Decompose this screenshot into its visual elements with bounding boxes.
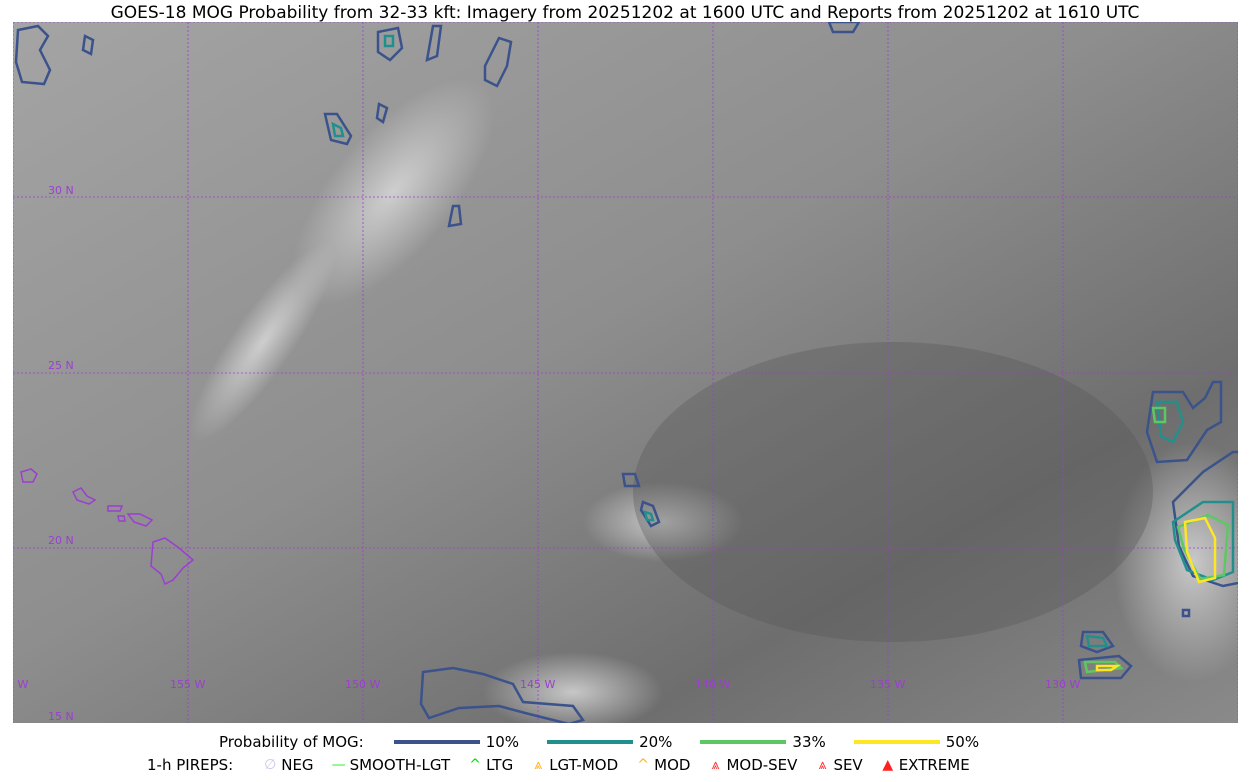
longitude-label: 155 W — [170, 678, 205, 691]
latitude-label: 15 N — [48, 710, 74, 723]
cloud-band — [583, 482, 743, 562]
pirep-legend-item: ∅ NEG — [259, 756, 313, 774]
contour-swatch-icon — [853, 740, 940, 744]
mog-legend-item-label: 50% — [945, 733, 980, 751]
longitude-label: 150 W — [345, 678, 380, 691]
extreme-triangle-icon: ▲ — [882, 757, 894, 773]
longitude-label: 60 W — [13, 678, 28, 691]
mod-caret-icon: ^ — [637, 757, 649, 773]
grid-labels: 30 N 25 N 20 N 15 N 60 W 155 W 150 W 145 W 140 W… — [13, 184, 1080, 723]
chart-title: GOES-18 MOG Probability from 32-33 kft: … — [110, 3, 1140, 23]
caret-icon: ^ — [469, 757, 481, 773]
mog-contours — [14, 22, 1238, 723]
neg-circle-icon: ∅ — [264, 757, 277, 773]
pirep-legend-item-label: EXTREME — [898, 756, 970, 774]
gridlines — [13, 22, 1238, 723]
mog-legend-item: 20% — [547, 733, 672, 751]
mod-sev-icon: ⩓ — [711, 757, 720, 773]
hawaii-coastline — [20, 468, 195, 586]
contour-swatch-icon — [547, 740, 634, 744]
latitude-label: 25 N — [48, 359, 74, 372]
pirep-legend-item-label: MOD — [654, 756, 691, 774]
mog-legend: Probability of MOG: 10% 20% 33% 50% — [0, 733, 1250, 751]
contour-swatch-icon — [700, 740, 787, 744]
cloud-band — [189, 242, 337, 442]
mog-legend-item: 33% — [700, 733, 826, 751]
imagery-background — [13, 22, 1238, 723]
longitude-label: 145 W — [520, 678, 555, 691]
smooth-line-icon: — — [331, 757, 346, 773]
longitude-label: 130 W — [1045, 678, 1080, 691]
satellite-map: 30 N 25 N 20 N 15 N 60 W 155 W 150 W 145 W 140 W… — [13, 22, 1238, 723]
cloud-band — [483, 652, 663, 723]
contour-swatch-icon — [393, 740, 480, 744]
pirep-legend-item: ⩓ LGT-MOD — [527, 756, 618, 774]
latitude-label: 20 N — [48, 534, 74, 547]
pirep-legend-item-label: LGT-MOD — [549, 756, 619, 774]
pirep-legend-item: ⩓ SEV — [811, 756, 862, 774]
pirep-legend-item: — SMOOTH-LGT — [328, 756, 451, 774]
pirep-legend: 1-h PIREPS: ∅ NEG — SMOOTH-LGT ^ LTG ⩓ LGT-MOD ^… — [0, 756, 1250, 774]
longitude-label: 140 W — [695, 678, 730, 691]
pirep-legend-item-label: NEG — [281, 756, 314, 774]
dark-region — [633, 342, 1153, 642]
cloud-band — [291, 78, 495, 306]
pirep-legend-item: ▲ EXTREME — [877, 756, 970, 774]
pirep-legend-item-label: SMOOTH-LGT — [349, 756, 451, 774]
mog-legend-item-label: 10% — [485, 733, 520, 751]
mog-legend-item: 10% — [393, 733, 520, 751]
latitude-label: 30 N — [48, 184, 74, 197]
pirep-legend-item: ^ MOD — [632, 756, 690, 774]
pirep-legend-item-label: SEV — [833, 756, 863, 774]
pirep-legend-item: ^ LTG — [464, 756, 513, 774]
pirep-legend-item-label: MOD-SEV — [726, 756, 798, 774]
mog-legend-label: Probability of MOG: — [219, 733, 364, 751]
longitude-label: 135 W — [870, 678, 905, 691]
pirep-legend-label: 1-h PIREPS: — [147, 756, 234, 774]
sev-icon: ⩓ — [818, 757, 827, 773]
pirep-legend-item: ⩓ MOD-SEV — [704, 756, 798, 774]
mog-legend-item-label: 33% — [792, 733, 826, 751]
mog-legend-item-label: 20% — [639, 733, 673, 751]
lgt-mod-triangle-icon: ⩓ — [534, 757, 543, 773]
pirep-legend-item-label: LTG — [486, 756, 514, 774]
mog-legend-item: 50% — [853, 733, 980, 751]
